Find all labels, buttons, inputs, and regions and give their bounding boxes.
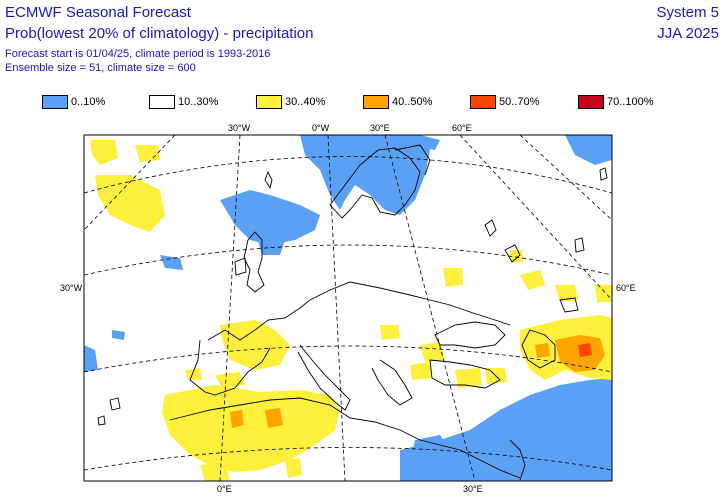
ensemble-info: Ensemble size = 51, climate size = 600 (5, 62, 196, 74)
title: ECMWF Seasonal Forecast (5, 4, 191, 21)
legend-label: 70..100% (607, 96, 654, 108)
graticule (84, 135, 612, 481)
subtitle: Prob(lowest 20% of climatology) - precip… (5, 25, 314, 42)
system-label: System 5 (656, 4, 719, 21)
legend-swatch (578, 95, 604, 109)
legend: 0..10% 10..30% 30..40% 40..50% 50..70% 7… (0, 95, 725, 111)
legend-label: 30..40% (285, 96, 326, 108)
anomaly-fields (84, 135, 612, 481)
season-label: JJA 2025 (657, 25, 719, 42)
legend-swatch (42, 95, 68, 109)
legend-label: 10..30% (178, 96, 219, 108)
coord-top-60e: 60°E (452, 123, 472, 133)
legend-swatch (149, 95, 175, 109)
blue-regions (84, 135, 612, 481)
coastlines (97, 144, 608, 481)
forecast-info: Forecast start is 01/04/25, climate peri… (5, 48, 271, 60)
red-regions (578, 343, 592, 357)
legend-label: 40..50% (392, 96, 433, 108)
map-frame (83, 134, 613, 482)
coord-top-30e: 30°E (370, 123, 390, 133)
legend-swatch (363, 95, 389, 109)
coord-top-0: 0°W (312, 123, 330, 133)
legend-swatch (256, 95, 282, 109)
coord-bottom-0: 0°E (217, 484, 232, 494)
coord-left-30w: 30°W (60, 283, 83, 293)
legend-swatch (470, 95, 496, 109)
coord-right-60e: 60°E (616, 283, 636, 293)
coord-top-30w: 30°W (228, 123, 251, 133)
europe-map: 30°W 0°W 30°E 60°E 30°W 60°E 0°E 30°E (60, 123, 636, 494)
coord-bottom-30e: 30°E (463, 484, 483, 494)
legend-label: 50..70% (499, 96, 540, 108)
legend-label: 0..10% (71, 96, 106, 108)
